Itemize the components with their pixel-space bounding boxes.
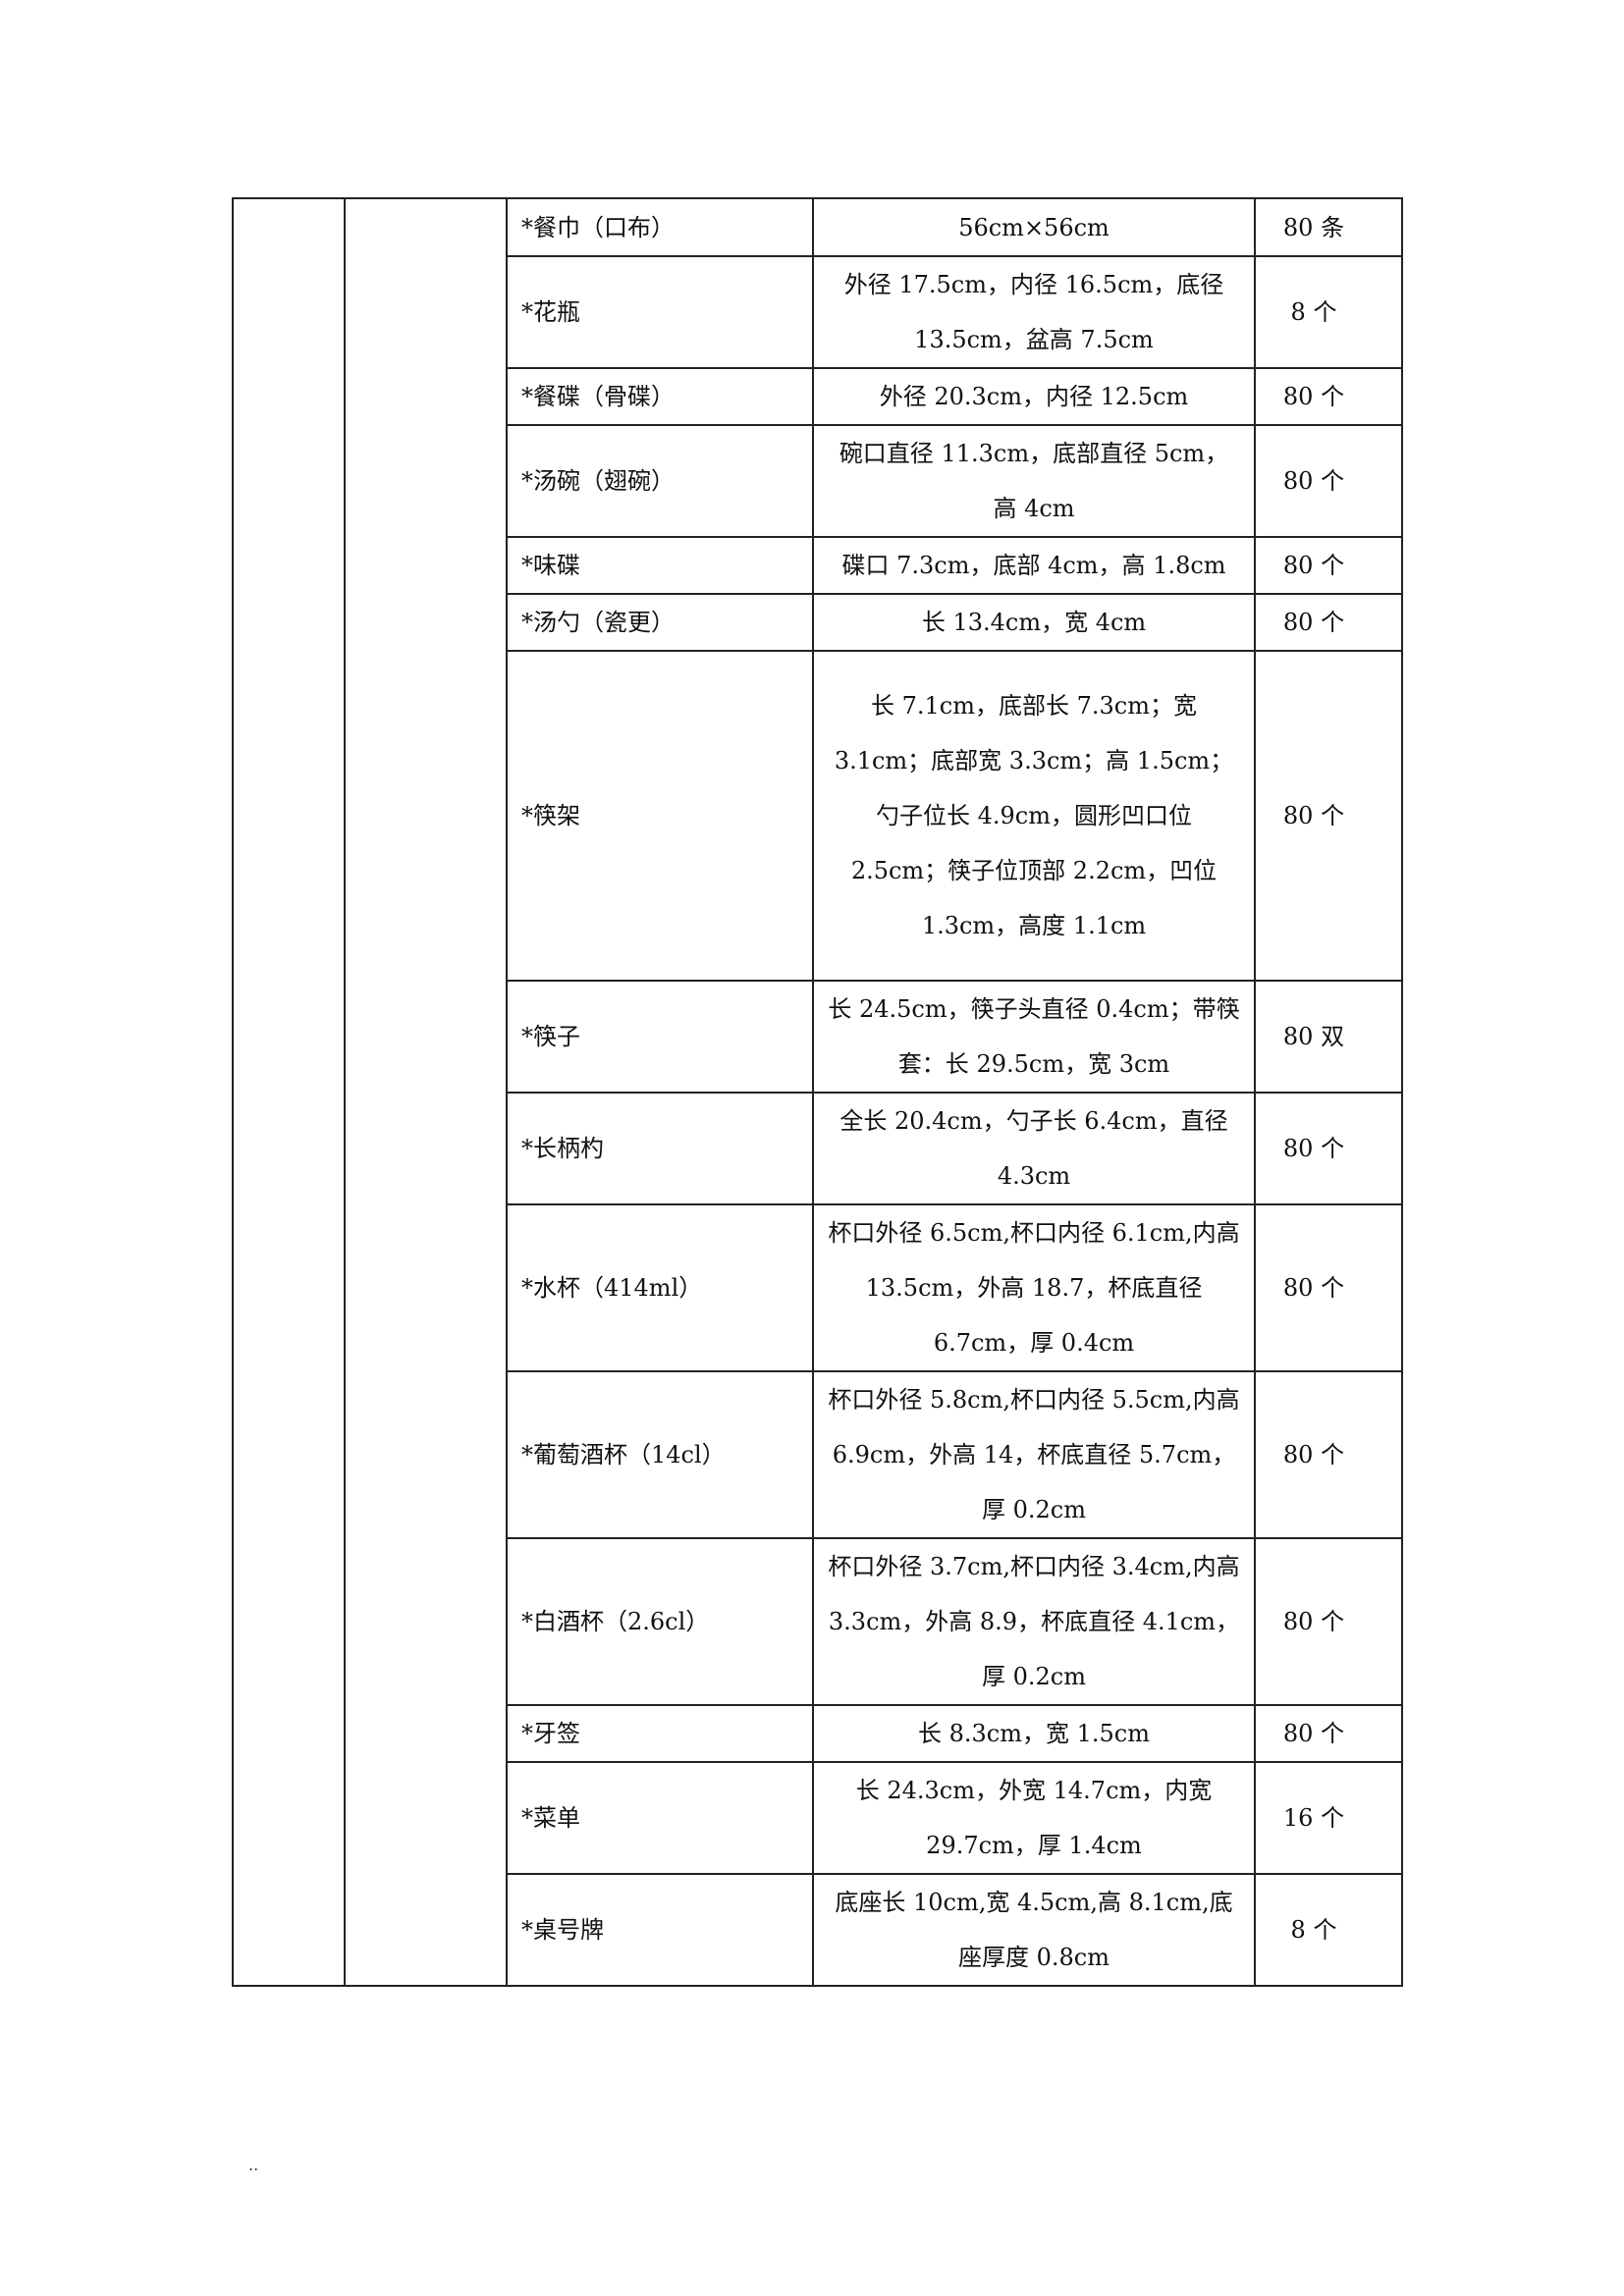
item-name-cell: *餐巾（口布） [506,197,814,257]
item-name-cell: *桌号牌 [506,1873,814,1987]
table-row: *葡萄酒杯（14cl） 杯口外径 5.8cm,杯口内径 5.5cm,内高 6.9c… [233,1370,1403,1539]
item-spec-cell: 长 13.4cm，宽 4cm [812,593,1256,652]
item-name-cell: *味碟 [506,536,814,595]
item-name-cell: *葡萄酒杯（14cl） [506,1370,814,1539]
table-row: *筷子长 24.5cm，筷子头直径 0.4cm；带筷套：长 29.5cm，宽 3… [233,980,1403,1094]
item-spec-cell: 外径 20.3cm，内径 12.5cm [812,367,1256,426]
table-row: *筷架长 7.1cm，底部长 7.3cm；宽 3.1cm；底部宽 3.3cm；高… [233,650,1403,982]
item-name-cell: *汤勺（瓷更） [506,593,814,652]
item-qty-cell: 80 个 [1254,367,1403,426]
item-spec-cell: 碟口 7.3cm，底部 4cm，高 1.8cm [812,536,1256,595]
item-spec-cell: 全长 20.4cm，勺子长 6.4cm，直径 4.3cm [812,1092,1256,1205]
item-name-cell: *筷子 [506,980,814,1094]
table-row: *白酒杯（2.6cl） 杯口外径 3.7cm,杯口内径 3.4cm,内高 3.3c… [233,1537,1403,1706]
item-qty-cell: 80 个 [1254,1203,1403,1372]
table-row: *水杯（414ml） 杯口外径 6.5cm,杯口内径 6.1cm,内高 13.5c… [233,1203,1403,1372]
item-spec-cell: 长 24.3cm，外宽 14.7cm，内宽 29.7cm，厚 1.4cm [812,1761,1256,1875]
item-name-cell: *白酒杯（2.6cl） [506,1537,814,1706]
table-row: *牙签长 8.3cm，宽 1.5cm 80 个 [233,1704,1403,1763]
table-row: *汤碗（翅碗） 碗口直径 11.3cm，底部直径 5cm，高 4cm 80 个 [233,424,1403,538]
item-name-cell: *水杯（414ml） [506,1203,814,1372]
table-row: *长柄杓 全长 20.4cm，勺子长 6.4cm，直径 4.3cm 80 个 [233,1092,1403,1205]
item-name-cell: *牙签 [506,1704,814,1763]
item-qty-cell: 80 个 [1254,1370,1403,1539]
item-spec-cell: 碗口直径 11.3cm，底部直径 5cm，高 4cm [812,424,1256,538]
table-row: *花瓶 外径 17.5cm，内径 16.5cm，底径 13.5cm，盆高 7.5c… [233,255,1403,369]
equipment-table: *餐巾（口布） 56cm×56cm 80 条 *花瓶 外径 17.5cm，内径 16.5… [232,197,1403,1987]
table-row: *餐巾（口布） 56cm×56cm 80 条 [232,197,1403,1987]
item-qty-cell: 80 个 [1254,536,1403,595]
item-spec-cell: 长 24.5cm，筷子头直径 0.4cm；带筷套：长 29.5cm，宽 3cm [812,980,1256,1094]
item-name-cell: *餐碟（骨碟） [506,367,814,426]
item-name-cell: *长柄杓 [506,1092,814,1205]
table-row: *汤勺（瓷更）长 13.4cm，宽 4cm 80 个 [233,593,1403,652]
item-spec-cell: 杯口外径 6.5cm,杯口内径 6.1cm,内高 13.5cm，外高 18.7，… [812,1203,1256,1372]
item-qty-cell: 80 双 [1254,980,1403,1094]
item-qty-cell: 80 个 [1254,593,1403,652]
item-qty-cell: 8 个 [1254,255,1403,369]
item-spec-cell: 杯口外径 5.8cm,杯口内径 5.5cm,内高 6.9cm，外高 14，杯底直… [812,1370,1256,1539]
item-spec-cell: 长 8.3cm，宽 1.5cm [812,1704,1256,1763]
item-name-cell: *汤碗（翅碗） [506,424,814,538]
table-row: *餐碟（骨碟） 外径 20.3cm，内径 12.5cm 80 个 [233,367,1403,426]
item-name-cell: *菜单 [506,1761,814,1875]
item-spec-cell: 杯口外径 3.7cm,杯口内径 3.4cm,内高 3.3cm，外高 8.9，杯底… [812,1537,1256,1706]
table-row: *桌号牌 底座长 10cm,宽 4.5cm,高 8.1cm,底座厚度 0.8cm 8… [233,1873,1403,1987]
item-spec-cell: 长 7.1cm，底部长 7.3cm；宽 3.1cm；底部宽 3.3cm；高 1.… [812,650,1256,982]
item-name-cell: *花瓶 [506,255,814,369]
subcategory-cell [344,197,508,1987]
table-row: *菜单长 24.3cm，外宽 14.7cm，内宽 29.7cm，厚 1.4cm 1… [233,1761,1403,1875]
item-spec-cell: 外径 17.5cm，内径 16.5cm，底径 13.5cm，盆高 7.5cm [812,255,1256,369]
item-qty-cell: 80 个 [1254,1537,1403,1706]
table-row: *味碟 碟口 7.3cm，底部 4cm，高 1.8cm 80 个 [233,536,1403,595]
item-spec-cell: 底座长 10cm,宽 4.5cm,高 8.1cm,底座厚度 0.8cm [812,1873,1256,1987]
category-cell [232,197,346,1987]
item-qty-cell: 16 个 [1254,1761,1403,1875]
item-qty-cell: 80 个 [1254,424,1403,538]
item-qty-cell: 80 个 [1254,650,1403,982]
item-qty-cell: 80 个 [1254,1704,1403,1763]
item-name-cell: *筷架 [506,650,814,982]
item-qty-cell: 80 条 [1254,197,1403,257]
footer-mark: .. [248,2156,259,2174]
item-qty-cell: 8 个 [1254,1873,1403,1987]
item-qty-cell: 80 个 [1254,1092,1403,1205]
item-spec-cell: 56cm×56cm [812,197,1256,257]
